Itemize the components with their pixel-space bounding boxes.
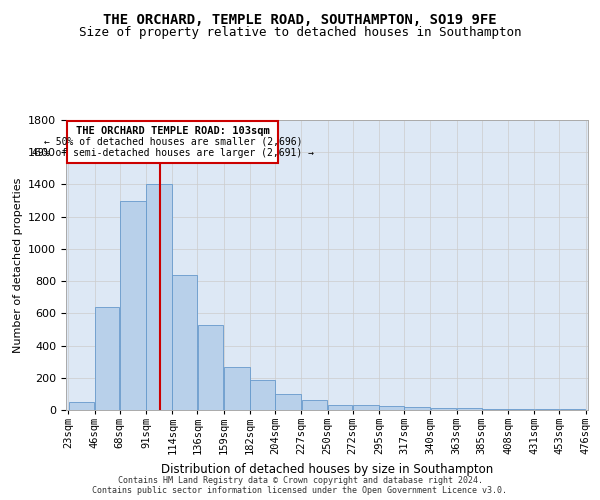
Bar — [250, 380, 275, 410]
X-axis label: Distribution of detached houses by size in Southampton: Distribution of detached houses by size … — [161, 463, 493, 476]
Bar — [67, 122, 278, 162]
Bar — [328, 405, 352, 410]
Bar — [224, 366, 250, 410]
Bar — [120, 200, 146, 410]
Y-axis label: Number of detached properties: Number of detached properties — [13, 178, 23, 352]
Text: Contains public sector information licensed under the Open Government Licence v3: Contains public sector information licen… — [92, 486, 508, 495]
Text: THE ORCHARD TEMPLE ROAD: 103sqm: THE ORCHARD TEMPLE ROAD: 103sqm — [76, 126, 269, 136]
Bar — [431, 408, 457, 410]
Bar — [508, 409, 534, 410]
Bar — [535, 409, 559, 410]
Text: THE ORCHARD, TEMPLE ROAD, SOUTHAMPTON, SO19 9FE: THE ORCHARD, TEMPLE ROAD, SOUTHAMPTON, S… — [103, 12, 497, 26]
Bar — [457, 408, 482, 410]
Bar — [560, 409, 586, 410]
Bar — [275, 394, 301, 410]
Text: Contains HM Land Registry data © Crown copyright and database right 2024.: Contains HM Land Registry data © Crown c… — [118, 476, 482, 485]
Bar — [68, 402, 94, 410]
Text: ← 50% of detached houses are smaller (2,696): ← 50% of detached houses are smaller (2,… — [44, 137, 302, 147]
Bar — [302, 400, 328, 410]
Bar — [95, 307, 119, 410]
Bar — [172, 274, 197, 410]
Bar — [404, 407, 430, 410]
Text: 49% of semi-detached houses are larger (2,691) →: 49% of semi-detached houses are larger (… — [32, 148, 314, 158]
Bar — [482, 409, 508, 410]
Text: Size of property relative to detached houses in Southampton: Size of property relative to detached ho… — [79, 26, 521, 39]
Bar — [197, 324, 223, 410]
Bar — [379, 406, 404, 410]
Bar — [146, 184, 172, 410]
Bar — [353, 405, 379, 410]
